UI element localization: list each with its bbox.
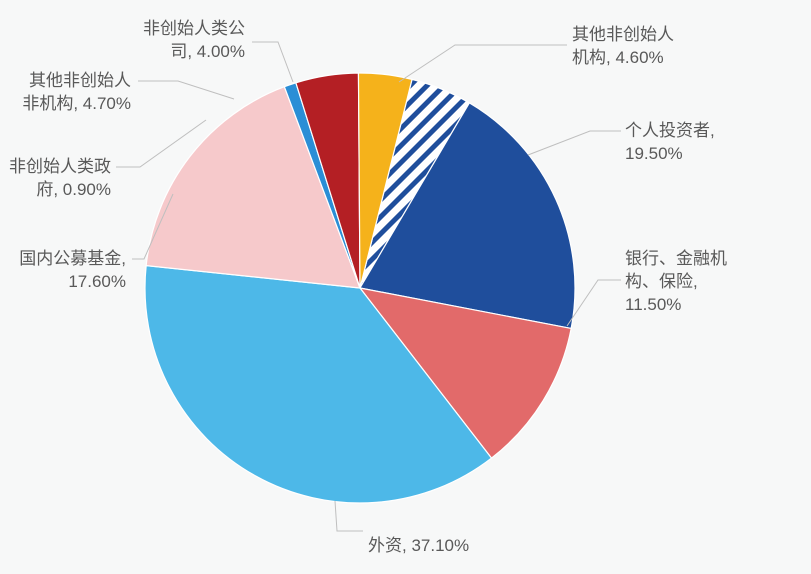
slice-label: 非创始人类政 府, 0.90% <box>9 156 111 202</box>
slice-label: 其他非创始人 机构, 4.60% <box>572 24 674 70</box>
leader-line <box>138 81 234 99</box>
pie-chart: 其他非创始人 机构, 4.60% 个人投资者, 19.50% 银行、金融机 构、保险… <box>0 0 811 574</box>
slice-label: 国内公募基金, 17.60% <box>19 248 126 294</box>
slice-label: 其他非创始人 非机构, 4.70% <box>22 70 131 116</box>
leader-line <box>252 42 293 82</box>
slice-label: 个人投资者, 19.50% <box>625 120 715 166</box>
slice-label: 外资, 37.10% <box>368 535 469 558</box>
slice-label: 非创始人类公 司, 4.00% <box>143 18 245 64</box>
leader-line <box>335 501 363 531</box>
leader-line <box>528 131 621 155</box>
leader-line <box>399 45 567 82</box>
slice-label: 银行、金融机 构、保险, 11.50% <box>625 248 727 317</box>
